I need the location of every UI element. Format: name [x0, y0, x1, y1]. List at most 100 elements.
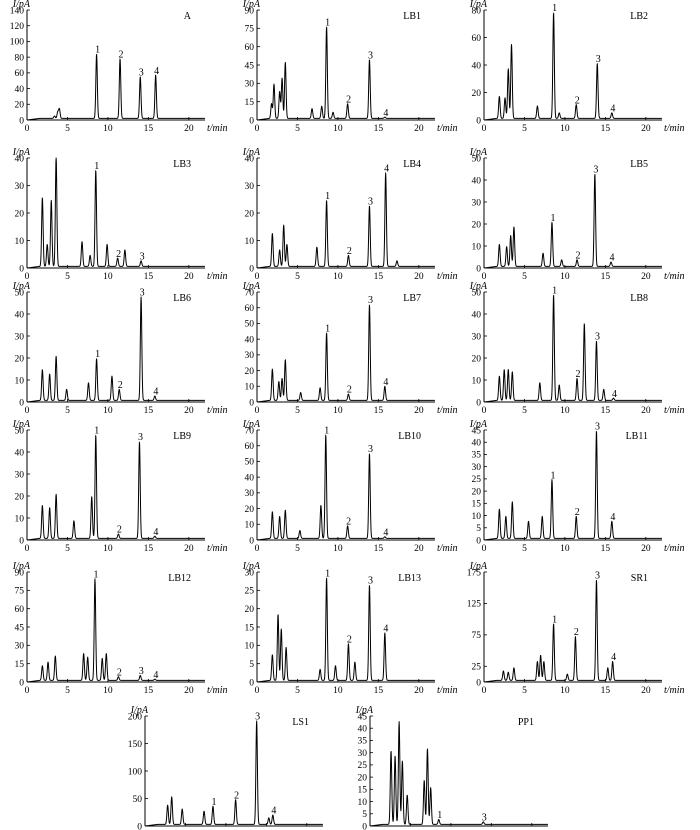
- y-tick-label: 0: [19, 536, 24, 546]
- y-tick-label: 0: [249, 116, 254, 126]
- x-tick-label: 20: [414, 544, 424, 554]
- peak-label-2: 2: [346, 94, 351, 105]
- y-tick-label: 0: [19, 116, 24, 126]
- peak-label-4: 4: [611, 652, 616, 663]
- peak-label-2: 2: [116, 249, 121, 260]
- y-tick-label: 0: [476, 116, 481, 126]
- panel-title: LB6: [173, 293, 191, 304]
- y-tick-label: 60: [472, 34, 482, 44]
- x-tick-label: 15: [144, 686, 154, 696]
- chromatogram-trace: [483, 430, 663, 541]
- y-tick-label: 30: [472, 332, 482, 342]
- x-axis-title: t/min: [664, 543, 685, 554]
- peak-label-1: 1: [325, 191, 330, 202]
- peak-label-4: 4: [610, 512, 615, 523]
- x-tick-label: 10: [103, 272, 113, 282]
- x-tick-label: 5: [295, 686, 300, 696]
- peak-label-2: 2: [576, 250, 581, 261]
- panel-title: LB2: [630, 11, 648, 22]
- chromatogram-trace: [256, 577, 436, 683]
- panel-title: SR1: [631, 573, 648, 584]
- peak-label-3: 3: [595, 570, 600, 581]
- y-tick-label: 0: [249, 264, 254, 274]
- y-tick-label: 90: [245, 6, 255, 16]
- x-axis-title: t/min: [207, 271, 228, 282]
- y-tick-label: 0: [137, 822, 142, 830]
- y-tick-label: 20: [15, 209, 25, 219]
- x-tick-label: 20: [184, 124, 194, 134]
- chromatogram-panel-lb2: 0 20 40 60 80 0 5 10 15 20 I/pA t/min LB2 1 2 3 4: [469, 0, 685, 134]
- x-tick-label: 15: [374, 406, 384, 416]
- y-tick-label: 40: [15, 154, 25, 164]
- y-tick-label: 0: [476, 678, 481, 688]
- x-tick-label: 10: [333, 406, 343, 416]
- panel-title: LS1: [292, 717, 309, 728]
- x-tick-label: 15: [374, 272, 384, 282]
- x-axis-title: t/min: [207, 123, 228, 134]
- y-tick-label: 15: [358, 786, 368, 796]
- peak-label-1: 1: [437, 810, 442, 821]
- y-tick-label: 30: [245, 489, 255, 499]
- x-tick-label: 15: [374, 686, 384, 696]
- chromatogram-trace: [483, 579, 663, 683]
- y-tick-label: 60: [245, 304, 255, 314]
- chromatogram-trace: [483, 174, 663, 269]
- y-tick-label: 15: [15, 660, 25, 670]
- chromatogram-panel-lb7: 0 10 20 30 40 50 60 70 0 5 10 15 20 I/pA t/min LB7 1 2 3 4: [242, 281, 458, 416]
- x-axis-title: t/min: [207, 685, 228, 696]
- y-tick-label: 5: [476, 524, 481, 534]
- y-tick-label: 25: [245, 587, 255, 597]
- y-tick-label: 100: [10, 38, 25, 48]
- peak-label-1: 1: [94, 426, 99, 437]
- y-axis-title: I/pA: [469, 419, 488, 430]
- y-axis-title: I/pA: [469, 561, 488, 572]
- y-tick-label: 80: [472, 6, 482, 16]
- x-tick-label: 0: [482, 686, 487, 696]
- x-tick-label: 15: [601, 272, 611, 282]
- peak-label-3: 3: [596, 54, 601, 65]
- y-tick-label: 45: [358, 712, 368, 722]
- chromatogram-trace: [26, 53, 206, 121]
- panel-title: LB1: [403, 11, 421, 22]
- y-tick-label: 15: [472, 500, 482, 510]
- y-tick-label: 25: [472, 663, 482, 673]
- y-tick-label: 50: [15, 426, 25, 436]
- x-tick-label: 15: [601, 406, 611, 416]
- x-tick-label: 5: [65, 544, 70, 554]
- y-axis-title: I/pA: [242, 561, 261, 572]
- y-tick-label: 70: [245, 426, 255, 436]
- x-tick-label: 10: [333, 686, 343, 696]
- x-axis-title: t/min: [437, 405, 458, 416]
- x-tick-label: 0: [255, 272, 260, 282]
- chromatogram-panel-lb3: 0 10 20 30 40 0 5 10 15 20 I/pA t/min LB3 1 2 3: [12, 147, 228, 282]
- y-tick-label: 5: [362, 810, 367, 820]
- x-tick-label: 0: [255, 544, 260, 554]
- y-tick-label: 100: [128, 767, 143, 777]
- peak-label-1: 1: [324, 425, 329, 436]
- y-tick-label: 60: [15, 605, 25, 615]
- panel-title: LB9: [173, 431, 191, 442]
- x-tick-label: 15: [144, 544, 154, 554]
- y-tick-label: 40: [472, 310, 482, 320]
- chromatogram-panel-ls1: 05010015020005101520I/pAt/minLS11234: [128, 705, 346, 830]
- peak-label-3: 3: [595, 421, 600, 432]
- y-tick-label: 40: [472, 439, 482, 449]
- y-tick-label: 50: [472, 154, 482, 164]
- y-tick-label: 10: [15, 376, 25, 386]
- peak-label-1: 1: [94, 161, 99, 172]
- peak-label-4: 4: [153, 670, 158, 681]
- y-tick-label: 10: [358, 798, 368, 808]
- chromatogram-trace: [256, 434, 436, 541]
- peak-label-2: 2: [576, 369, 581, 380]
- y-tick-label: 0: [249, 536, 254, 546]
- y-tick-label: 20: [245, 505, 255, 515]
- y-tick-label: 10: [245, 642, 255, 652]
- peak-label-1: 1: [95, 349, 100, 360]
- x-tick-label: 10: [333, 124, 343, 134]
- y-axis-title: I/pA: [12, 281, 31, 292]
- y-tick-label: 40: [15, 85, 25, 95]
- x-tick-label: 10: [103, 686, 113, 696]
- y-tick-label: 10: [245, 237, 255, 247]
